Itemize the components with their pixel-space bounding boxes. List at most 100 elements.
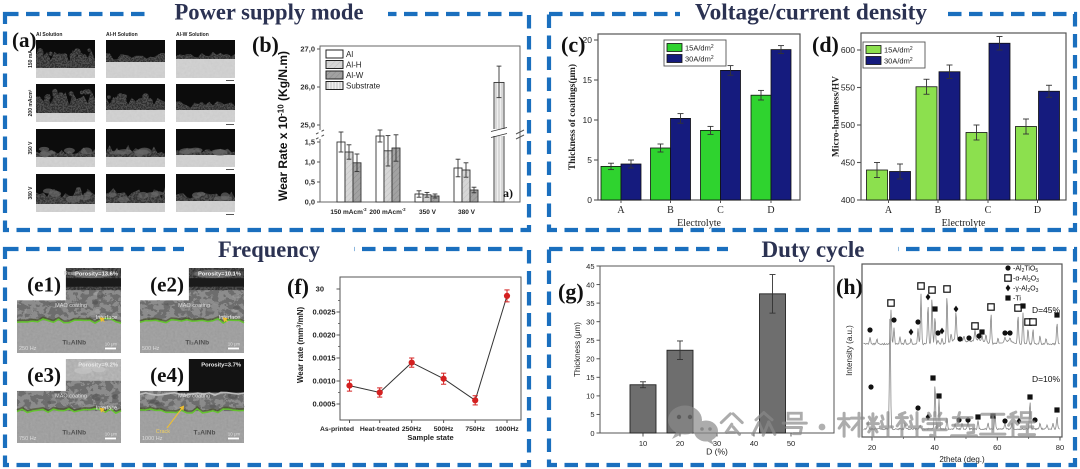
svg-text:2theta (deg.): 2theta (deg.) bbox=[939, 455, 985, 464]
svg-text:0: 0 bbox=[587, 195, 592, 205]
svg-text:Electrolyte: Electrolyte bbox=[677, 218, 721, 229]
svg-text:25: 25 bbox=[586, 336, 594, 345]
svg-text:C: C bbox=[717, 205, 724, 216]
svg-text:As-printed: As-printed bbox=[320, 426, 354, 433]
svg-text:Substrate: Substrate bbox=[346, 82, 381, 91]
svg-text:0,5: 0,5 bbox=[305, 178, 315, 187]
svg-text:T₂AlNb: T₂AlNb bbox=[193, 430, 215, 437]
svg-text:Thickness (μm): Thickness (μm) bbox=[573, 322, 582, 377]
svg-text:20: 20 bbox=[676, 439, 684, 448]
svg-text:27,0: 27,0 bbox=[300, 45, 315, 54]
svg-text:600: 600 bbox=[841, 45, 855, 55]
svg-text:0.0015: 0.0015 bbox=[313, 354, 336, 363]
svg-text:Thickness of coatings(μm): Thickness of coatings(μm) bbox=[567, 64, 578, 170]
svg-text:MAO coating: MAO coating bbox=[55, 303, 87, 309]
svg-text:10 μm: 10 μm bbox=[228, 432, 241, 437]
svg-text:0.0005: 0.0005 bbox=[313, 400, 336, 409]
svg-text:30: 30 bbox=[713, 439, 721, 448]
svg-text:Al-W: Al-W bbox=[346, 71, 364, 80]
svg-text:5: 5 bbox=[587, 155, 592, 165]
svg-text:15: 15 bbox=[583, 75, 593, 85]
svg-text:B: B bbox=[935, 205, 942, 216]
svg-text:500Hz: 500Hz bbox=[434, 426, 454, 433]
svg-text:10 μm: 10 μm bbox=[105, 432, 118, 437]
svg-text:Al Solution: Al Solution bbox=[36, 32, 62, 38]
svg-text:Porosity=13.6%: Porosity=13.6% bbox=[75, 272, 118, 278]
svg-text:A: A bbox=[885, 205, 893, 216]
svg-text:380 V: 380 V bbox=[458, 209, 476, 216]
svg-text:Crack: Crack bbox=[156, 429, 171, 435]
svg-text:35: 35 bbox=[586, 299, 594, 308]
svg-text:20: 20 bbox=[583, 35, 593, 45]
svg-text:Al-W Solution: Al-W Solution bbox=[176, 32, 209, 38]
svg-text:1000Hz: 1000Hz bbox=[495, 426, 519, 433]
svg-text:Electrolyte: Electrolyte bbox=[942, 218, 986, 229]
svg-text:(c): (c) bbox=[561, 32, 585, 57]
svg-text:-γ-Al2O3: -γ-Al2O3 bbox=[1013, 286, 1039, 295]
svg-text:(b): (b) bbox=[252, 32, 279, 57]
svg-text:D=10%: D=10% bbox=[1032, 374, 1061, 384]
svg-text:(g): (g) bbox=[558, 279, 584, 304]
svg-text:750 Hz: 750 Hz bbox=[19, 436, 37, 442]
svg-text:Sample state: Sample state bbox=[407, 433, 453, 442]
svg-text:350 V: 350 V bbox=[419, 209, 437, 216]
svg-text:750Hz: 750Hz bbox=[465, 426, 485, 433]
svg-text:D=45%: D=45% bbox=[1032, 305, 1061, 315]
svg-text:400: 400 bbox=[841, 195, 855, 205]
svg-text:Ti₂AlNb: Ti₂AlNb bbox=[62, 430, 86, 437]
svg-text:Voltage/current density: Voltage/current density bbox=[695, 0, 927, 25]
svg-text:(e4): (e4) bbox=[150, 363, 184, 387]
svg-text:0: 0 bbox=[590, 429, 594, 438]
svg-text:150 mA: 150 mA bbox=[28, 50, 34, 68]
svg-text:(a): (a) bbox=[12, 28, 37, 52]
svg-text:Al-H Solution: Al-H Solution bbox=[106, 32, 138, 38]
svg-text:-Ti: -Ti bbox=[1013, 296, 1021, 303]
svg-text:10: 10 bbox=[583, 115, 593, 125]
svg-text:550: 550 bbox=[841, 83, 855, 93]
svg-text:Power supply mode: Power supply mode bbox=[175, 0, 364, 25]
svg-text:20: 20 bbox=[868, 443, 876, 452]
svg-text:Resin: Resin bbox=[64, 271, 77, 277]
svg-text:80: 80 bbox=[1056, 443, 1064, 452]
svg-text:10: 10 bbox=[639, 439, 647, 448]
svg-text:15A/dm2: 15A/dm2 bbox=[685, 44, 714, 53]
svg-text:15A/dm2: 15A/dm2 bbox=[884, 46, 913, 55]
svg-text:Ti₂AlNb: Ti₂AlNb bbox=[62, 340, 86, 347]
svg-text:1,0: 1,0 bbox=[305, 158, 315, 167]
svg-text:25,0: 25,0 bbox=[300, 121, 315, 130]
svg-text:500 Hz: 500 Hz bbox=[142, 346, 160, 352]
svg-text:Al-H: Al-H bbox=[346, 61, 362, 70]
svg-text:Wear rate (mm3/mN): Wear rate (mm3/mN) bbox=[296, 307, 305, 384]
svg-text:(e3): (e3) bbox=[27, 363, 61, 387]
svg-text:C: C bbox=[985, 205, 992, 216]
svg-text:-Al2TiO5: -Al2TiO5 bbox=[1013, 266, 1038, 275]
svg-text:Porosity=9.2%: Porosity=9.2% bbox=[78, 363, 118, 369]
svg-text:(e1): (e1) bbox=[27, 272, 61, 296]
svg-text:MAO coating: MAO coating bbox=[178, 394, 210, 400]
svg-text:0.0025: 0.0025 bbox=[313, 308, 336, 317]
svg-text:40: 40 bbox=[750, 439, 758, 448]
svg-text:(d): (d) bbox=[812, 32, 839, 57]
svg-text:30: 30 bbox=[586, 317, 594, 326]
svg-text:Porosity=3.7%: Porosity=3.7% bbox=[201, 363, 241, 369]
svg-text:15: 15 bbox=[586, 373, 594, 382]
svg-text:350 V: 350 V bbox=[28, 141, 34, 155]
svg-text:D (%): D (%) bbox=[706, 447, 728, 457]
svg-text:Frequency: Frequency bbox=[218, 237, 320, 262]
svg-text:450: 450 bbox=[841, 158, 855, 168]
svg-text:Interface: Interface bbox=[96, 405, 117, 411]
svg-text:MAO coating: MAO coating bbox=[55, 394, 87, 400]
svg-text:1000 Hz: 1000 Hz bbox=[142, 436, 163, 442]
svg-text:D: D bbox=[1034, 205, 1041, 216]
svg-text:Duty cycle: Duty cycle bbox=[762, 237, 865, 262]
svg-text:Wear Rate x 10-10 (Kg/N.m): Wear Rate x 10-10 (Kg/N.m) bbox=[276, 51, 290, 201]
svg-text:500: 500 bbox=[841, 120, 855, 130]
svg-text:Heat-treated: Heat-treated bbox=[360, 426, 400, 433]
svg-text:30: 30 bbox=[316, 285, 324, 294]
svg-text:45: 45 bbox=[586, 262, 594, 271]
svg-text:30A/dm2: 30A/dm2 bbox=[685, 55, 714, 64]
svg-text:26,0: 26,0 bbox=[300, 83, 315, 92]
svg-text:5: 5 bbox=[590, 410, 594, 419]
svg-text:B: B bbox=[667, 205, 674, 216]
svg-text:30A/dm2: 30A/dm2 bbox=[884, 57, 913, 66]
